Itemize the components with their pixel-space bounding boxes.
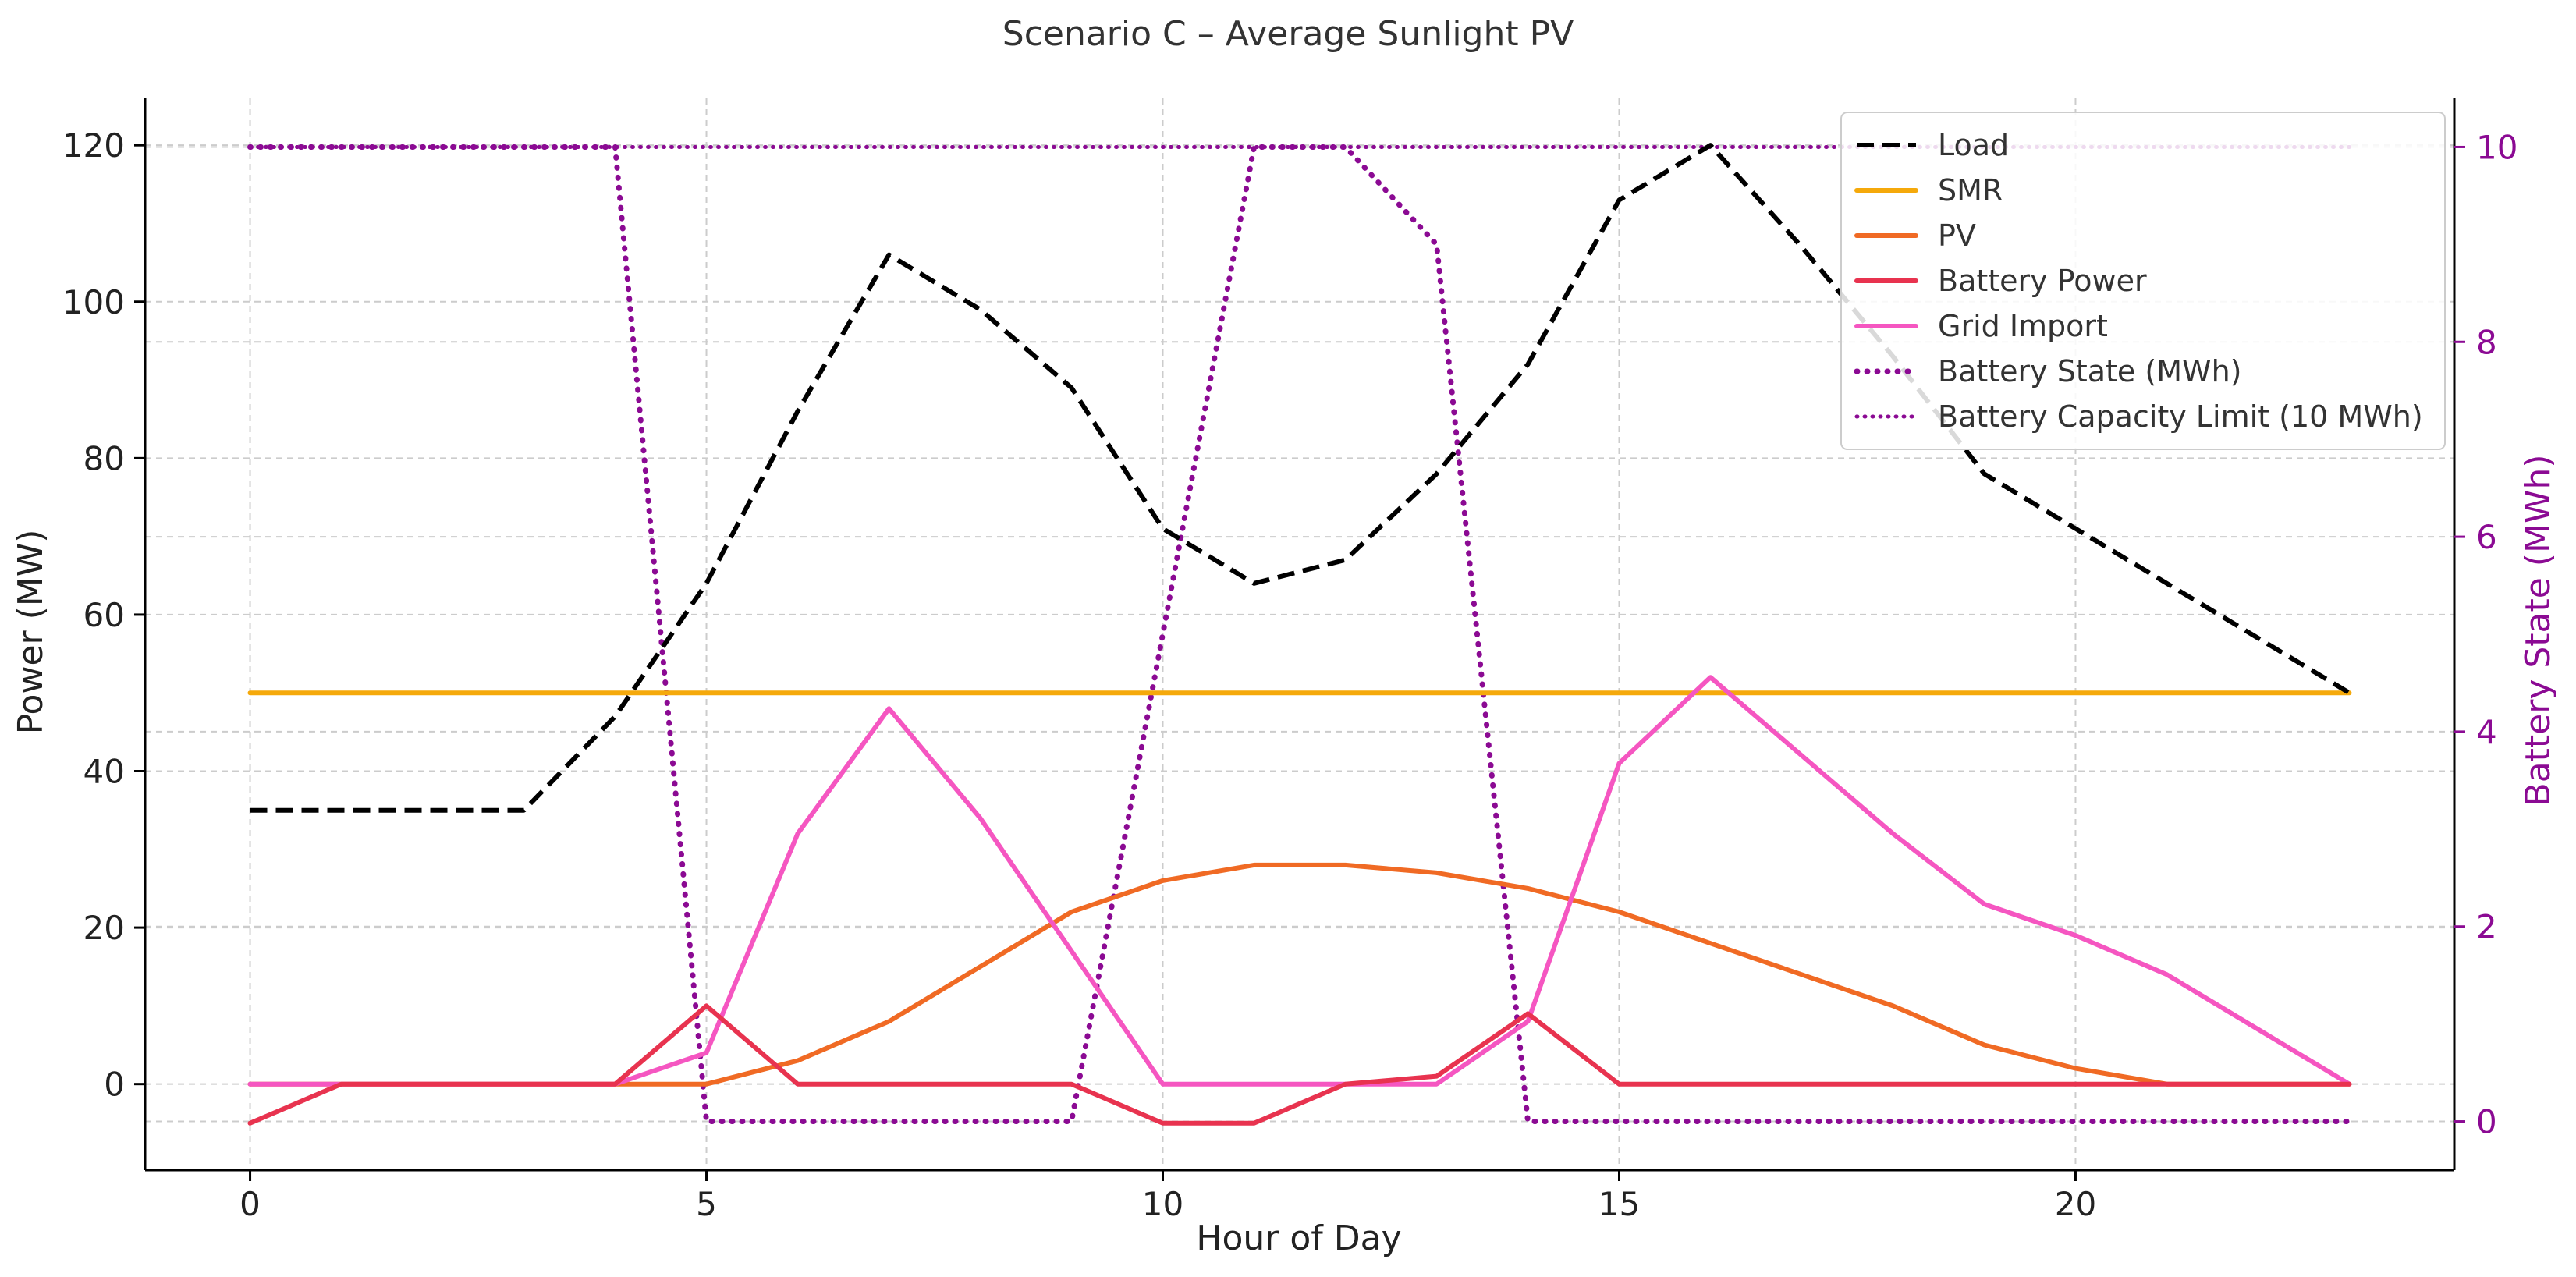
series-line-pv bbox=[247, 862, 2352, 1087]
axes: 0 5 10 15 20 0 20 40 60 80 100 120 0 2 4 6 8 10 bbox=[62, 98, 2517, 1223]
series-line-grid-import bbox=[247, 675, 2352, 1087]
x-tick-label: 20 bbox=[2055, 1185, 2096, 1223]
y2-tick-label: 0 bbox=[2476, 1103, 2497, 1141]
y-tick-label: 80 bbox=[83, 439, 125, 477]
legend-label: Battery Power bbox=[1938, 264, 2147, 298]
series-line-battery-state-mwh bbox=[247, 144, 2352, 1124]
legend-label: Battery Capacity Limit (10 MWh) bbox=[1938, 399, 2423, 434]
legend-label: SMR bbox=[1938, 173, 2003, 208]
x-tick-label: 5 bbox=[696, 1185, 717, 1223]
y-tick-label: 0 bbox=[104, 1066, 125, 1104]
y2-tick-label: 8 bbox=[2476, 323, 2497, 361]
legend-label: Battery State (MWh) bbox=[1938, 354, 2241, 388]
y2-tick-label: 2 bbox=[2476, 908, 2497, 946]
y-tick-label: 120 bbox=[62, 126, 125, 165]
y2-tick-label: 4 bbox=[2476, 713, 2497, 751]
y2-tick-label: 6 bbox=[2476, 518, 2497, 556]
x-tick-label: 15 bbox=[1598, 1185, 1640, 1223]
x-tick-label: 0 bbox=[240, 1185, 261, 1223]
y-tick-label: 100 bbox=[62, 283, 125, 321]
y-axis-label: Power (MW) bbox=[11, 530, 51, 735]
legend-label: Load bbox=[1938, 128, 2009, 162]
legend: Load SMR PV Battery Power Grid Import Battery… bbox=[1840, 112, 2446, 450]
y2-tick-label: 10 bbox=[2476, 128, 2517, 166]
y-tick-label: 60 bbox=[83, 596, 125, 634]
chart-title: Scenario C – Average Sunlight PV bbox=[1002, 14, 1574, 54]
y-tick-label: 40 bbox=[83, 753, 125, 791]
x-axis-label: Hour of Day bbox=[1196, 1218, 1401, 1258]
x-tick-label: 10 bbox=[1142, 1185, 1183, 1223]
legend-label: Grid Import bbox=[1938, 309, 2108, 343]
legend-box bbox=[1840, 112, 2446, 450]
y-tick-label: 20 bbox=[83, 909, 125, 947]
legend-label: PV bbox=[1938, 218, 1976, 253]
y2-axis-label: Battery State (MWh) bbox=[2518, 455, 2558, 807]
series-line-battery-power bbox=[247, 1003, 2352, 1126]
